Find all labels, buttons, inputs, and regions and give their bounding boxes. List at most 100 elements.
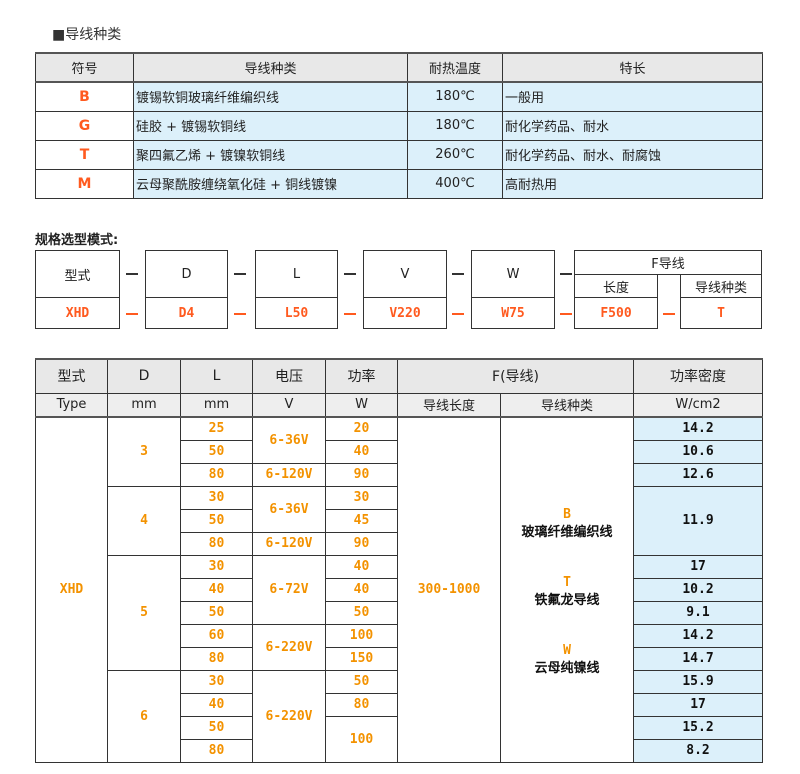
length-cell: 80	[180, 531, 253, 556]
cell-symbol: T	[35, 139, 134, 170]
header-l: L	[180, 358, 253, 394]
spec-value-1: D4	[145, 297, 228, 329]
density-cell: 10.6	[633, 439, 764, 464]
dash-orange	[344, 313, 356, 315]
dash-orange	[126, 313, 138, 315]
length-cell: 60	[180, 623, 253, 648]
wire-type-row: B 镀锡软铜玻璃纤维编织线 180℃ 一般用	[35, 81, 763, 112]
header-density: 功率密度	[633, 358, 764, 394]
power-cell: 30	[325, 485, 398, 510]
spec-value-6: T	[680, 297, 762, 329]
density-cell: 9.1	[633, 600, 764, 625]
power-cell: 50	[325, 669, 398, 694]
header-wire-type: 导线种类	[133, 52, 408, 83]
spec-table: 型式 D L 电压 功率 F(导线) 功率密度 Type mm mm V W 导线长度 导线…	[35, 358, 764, 763]
power-cell: 80	[325, 692, 398, 717]
dash-orange	[234, 313, 246, 315]
spec-value-0: XHD	[35, 297, 120, 329]
power-cell: 90	[325, 531, 398, 556]
density-cell: 14.2	[633, 623, 764, 648]
cell-feature: 一般用	[502, 81, 763, 112]
cell-feature: 耐化学药品、耐水	[502, 110, 763, 141]
data-row: XHD 3 25 6-36V 20 300-1000 B 玻璃纤维编织线 T 铁氟龙导线 W 云母纯镍…	[35, 416, 764, 763]
length-cell: 40	[180, 692, 253, 717]
dash-orange	[663, 313, 675, 315]
data-row: 5 30 6-72V 40 17	[36, 554, 764, 671]
header-symbol: 符号	[35, 52, 134, 83]
length-cell: 30	[180, 485, 253, 510]
dash-orange	[560, 313, 572, 315]
data-row: 4 30 6-36V 30 11.9	[36, 485, 764, 556]
length-cell: 30	[180, 669, 253, 694]
power-cell: 150	[325, 646, 398, 671]
length-cell: 25	[180, 416, 253, 441]
data-row: 60 6-220V 100 14.2	[36, 623, 764, 671]
dash-orange	[452, 313, 464, 315]
header-voltage: 电压	[252, 358, 326, 394]
density-cell: 8.2	[633, 738, 764, 763]
header-power: 功率	[325, 358, 398, 394]
density-cell: 15.2	[633, 715, 764, 740]
unit-4: W	[325, 392, 398, 418]
density-cell: 11.9	[633, 485, 764, 556]
spec-title: 规格选型模式:	[35, 233, 119, 248]
spec-f-sub-0: 长度	[574, 274, 658, 298]
density-cell: 10.2	[633, 577, 764, 602]
dash	[344, 273, 356, 275]
spec-value-5: F500	[574, 297, 658, 329]
data-row: 80 8.2	[36, 738, 764, 763]
cell-temperature: 180℃	[407, 81, 503, 112]
wire-types-title: ■导线种类	[52, 27, 122, 43]
wire-code: B	[563, 507, 571, 522]
spec-label-4: W	[471, 250, 555, 298]
unit-6: 导线种类	[499, 392, 635, 418]
spec-label-0: 型式	[35, 250, 120, 298]
cell-wire-type: 镀锡软铜玻璃纤维编织线	[133, 81, 408, 112]
length-cell: 50	[180, 600, 253, 625]
voltage-cell: 6-120V	[252, 531, 326, 556]
data-row: 40 80 17	[36, 692, 764, 717]
spec-label-3: V	[363, 250, 447, 298]
header-temperature: 耐热温度	[407, 52, 503, 83]
spec-label-1: D	[145, 250, 228, 298]
spec-value-3: V220	[363, 297, 447, 329]
data-row: 50 40 10.6	[36, 439, 764, 464]
unit-3: V	[252, 392, 326, 418]
cell-wire-type: 硅胶 + 镀锡软铜线	[133, 110, 408, 141]
wire-type-row: M 云母聚酰胺缠绕氧化硅 + 铜线镀镍 400℃ 高耐热用	[35, 168, 763, 199]
unit-0: Type	[35, 392, 108, 418]
density-cell: 17	[633, 692, 764, 717]
data-row: 6 30 6-220V 50 15.9	[36, 669, 764, 763]
cell-symbol: B	[35, 81, 134, 112]
diameter-cell: 6	[107, 669, 181, 763]
unit-2: mm	[180, 392, 253, 418]
unit-7: W/cm2	[633, 392, 764, 418]
power-cell: 90	[325, 462, 398, 487]
voltage-cell: 6-120V	[252, 462, 326, 487]
cell-temperature: 180℃	[407, 110, 503, 141]
wire-name: 玻璃纤维编织线	[521, 525, 613, 540]
diameter-cell: 3	[107, 416, 181, 487]
length-cell: 30	[180, 554, 253, 579]
header-lead: F(导线)	[396, 358, 635, 394]
cell-feature: 高耐热用	[502, 168, 763, 199]
cell-temperature: 400℃	[407, 168, 503, 199]
header-d: D	[107, 358, 181, 394]
wire-code: W	[563, 643, 571, 658]
voltage-cell: 6-72V	[252, 554, 326, 625]
cell-symbol: M	[35, 168, 134, 199]
spec-f-sub-1: 导线种类	[680, 274, 762, 298]
dash	[126, 273, 138, 275]
wire-type-row: T 聚四氟乙烯 + 镀镍软铜线 260℃ 耐化学药品、耐水、耐腐蚀	[35, 139, 763, 170]
density-cell: 15.9	[633, 669, 764, 694]
wire-options-cell: B 玻璃纤维编织线 T 铁氟龙导线 W 云母纯镍线	[499, 416, 635, 763]
dash	[560, 273, 572, 275]
lead-length-cell: 300-1000	[397, 416, 501, 763]
unit-1: mm	[107, 392, 181, 418]
diameter-cell: 5	[107, 554, 181, 671]
power-cell: 40	[325, 577, 398, 602]
data-row: 80 6-120V 90	[36, 531, 763, 556]
length-cell: 50	[180, 439, 253, 464]
wire-code: T	[563, 575, 571, 590]
voltage-cell: 6-220V	[252, 623, 326, 671]
